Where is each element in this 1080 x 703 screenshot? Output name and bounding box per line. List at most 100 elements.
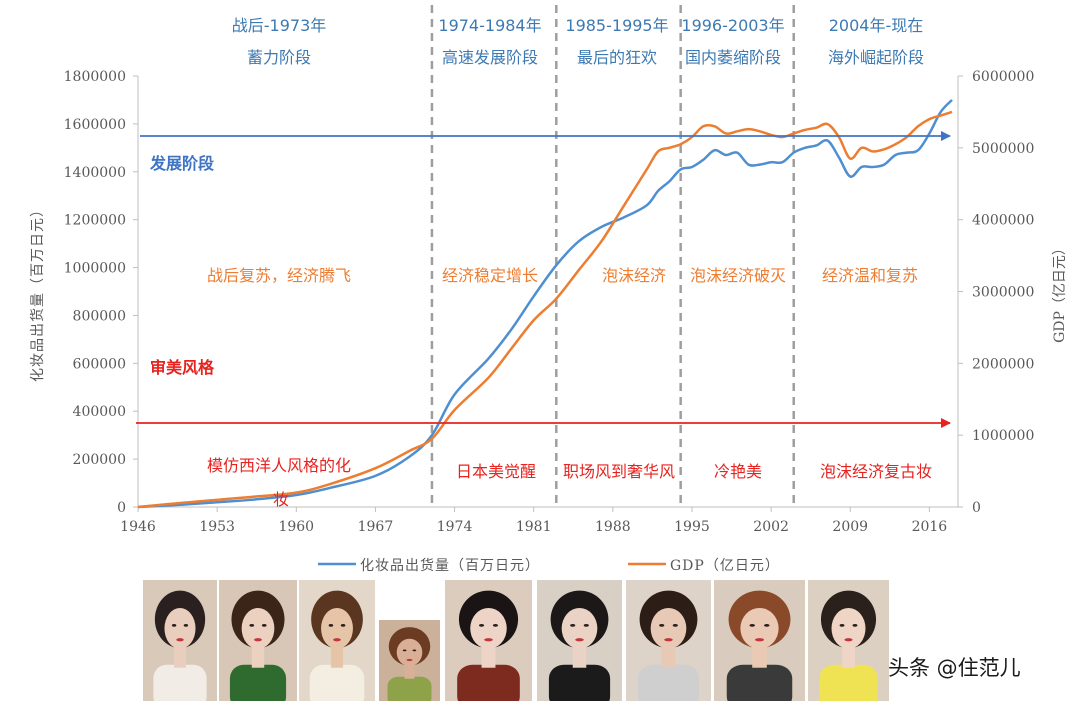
clothing-shape <box>726 664 793 701</box>
x-tick-label: 1981 <box>516 519 552 535</box>
lips <box>254 638 262 642</box>
y-left-tick-label: 400000 <box>73 404 126 420</box>
x-tick-label: 1953 <box>199 519 235 535</box>
eye-left <box>402 649 407 652</box>
y-right-tick-label: 2000000 <box>972 356 1034 372</box>
neck-shape <box>661 645 676 668</box>
clothing-shape <box>153 664 207 701</box>
economy-label-1: 战后复苏，经济腾飞 <box>207 266 351 285</box>
y-right-tick-label: 6000000 <box>972 69 1034 85</box>
style-label-3: 职场风到奢华风 <box>563 462 675 481</box>
clothing-shape <box>309 664 365 701</box>
period-name-5: 海外崛起阶段 <box>828 48 924 67</box>
eye-right <box>340 624 346 627</box>
eye-right <box>672 624 678 627</box>
period-heading-2: 1974-1984年 <box>438 16 541 35</box>
lips <box>575 638 584 642</box>
clothing-shape <box>637 664 700 701</box>
period-heading-3: 1985-1995年 <box>565 16 668 35</box>
y-left-tick-label: 1000000 <box>64 261 126 277</box>
face-shape <box>740 607 779 649</box>
legend-label-gdp: GDP（亿日元） <box>670 558 780 574</box>
x-tick-label: 1960 <box>278 519 314 535</box>
economy-label-2: 经济稳定增长 <box>442 266 538 285</box>
row-label-development: 发展阶段 <box>149 154 215 173</box>
economy-label-5: 经济温和复苏 <box>822 266 918 285</box>
clothing-shape <box>819 664 878 701</box>
chart: 0 200000 400000 600000 800000 1000000 1200000 1… <box>29 5 1068 574</box>
photo-model-7 <box>626 580 711 701</box>
face-shape <box>321 607 353 649</box>
watermark: 头条 @住范儿 <box>888 656 1021 680</box>
lips <box>754 638 765 642</box>
lips <box>406 658 413 662</box>
photo-strip <box>0 578 1080 703</box>
y-right-axis-title: GDP（亿日元） <box>1052 241 1068 343</box>
y-right-tick-label: 0 <box>972 500 981 516</box>
cosmetics-series-line <box>137 99 953 509</box>
period-name-1: 蓄力阶段 <box>247 48 311 67</box>
eye-left <box>659 624 665 627</box>
y-right-tick-label: 1000000 <box>972 428 1034 444</box>
y-right-tick-label: 4000000 <box>972 213 1034 229</box>
style-label-4: 冷艳美 <box>714 462 762 481</box>
gdp-series-line <box>137 110 953 509</box>
lips <box>484 638 493 642</box>
photo-model-4 <box>379 620 440 701</box>
x-tick-label: 2016 <box>912 519 948 535</box>
y-left-tick-label: 200000 <box>73 452 126 468</box>
series-layer <box>137 99 953 509</box>
eye-left <box>171 624 177 627</box>
face-shape <box>650 607 687 649</box>
photo-model-9 <box>808 580 889 701</box>
face-shape <box>470 607 507 649</box>
y-left-tick-label: 0 <box>117 500 126 516</box>
economy-label-4: 泡沫经济破灭 <box>690 266 786 285</box>
clothing-shape <box>387 676 432 701</box>
neck-shape <box>842 645 855 668</box>
clothing-shape <box>229 664 287 701</box>
period-name-4: 国内萎缩阶段 <box>685 48 781 67</box>
x-tick-label: 1967 <box>358 519 394 535</box>
legend-label-cosmetics: 化妆品出货量（百万日元） <box>360 557 540 574</box>
face-shape <box>164 607 196 649</box>
lips <box>176 638 184 642</box>
row-label-aesthetic: 审美风格 <box>150 358 215 377</box>
style-label-5: 泡沫经济复古妆 <box>820 462 932 481</box>
neck-shape <box>251 645 265 668</box>
y-left-tick-label: 600000 <box>73 356 126 372</box>
x-tick-label: 1974 <box>437 519 473 535</box>
period-heading-1: 战后-1973年 <box>232 16 327 35</box>
eye-right <box>183 624 189 627</box>
period-name-2: 高速发展阶段 <box>442 48 538 67</box>
y-left-tick-label: 1600000 <box>64 117 126 133</box>
period-name-3: 最后的狂欢 <box>577 48 657 67</box>
neck-shape <box>481 645 496 668</box>
y-right-tick-label: 5000000 <box>972 141 1034 157</box>
photo-model-6 <box>537 580 622 701</box>
x-tick-label: 1946 <box>120 519 156 535</box>
style-label-2: 日本美觉醒 <box>456 462 536 481</box>
eye-left <box>249 624 255 627</box>
eye-left <box>328 624 334 627</box>
eye-left <box>839 624 845 627</box>
neck-shape <box>404 663 415 679</box>
x-tick-label: 2009 <box>832 519 868 535</box>
lips <box>333 638 341 642</box>
neck-shape <box>572 645 587 668</box>
y-left-axis-title: 化妆品出货量（百万日元） <box>29 202 46 382</box>
face-shape <box>561 607 598 649</box>
style-label-1: 模仿西洋人风格的化 <box>207 456 351 475</box>
axes-layer: 0 200000 400000 600000 800000 1000000 1200000 1… <box>29 69 1068 535</box>
photo-model-3 <box>299 580 375 701</box>
eye-right <box>412 649 417 652</box>
clothing-shape <box>457 664 520 701</box>
eye-right <box>492 624 499 627</box>
y-right-tick-label: 3000000 <box>972 285 1034 301</box>
period-heading-5: 2004年-现在 <box>829 16 924 35</box>
photo-model-1 <box>143 580 217 701</box>
lips <box>664 638 673 642</box>
neck-shape <box>752 645 767 668</box>
economy-label-3: 泡沫经济 <box>602 266 666 285</box>
